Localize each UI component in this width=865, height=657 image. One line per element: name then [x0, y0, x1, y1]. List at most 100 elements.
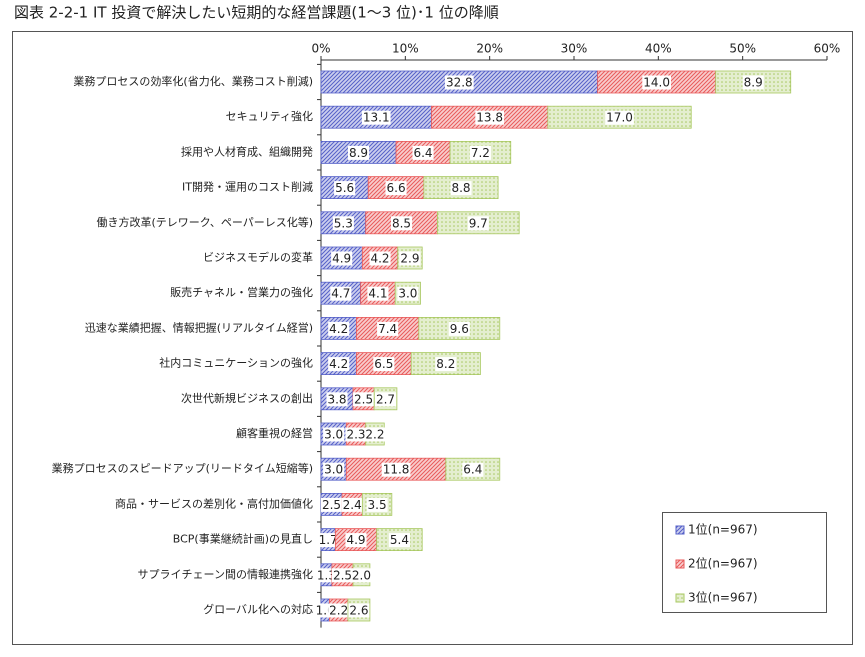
value-label-bg [435, 357, 457, 372]
legend-label: 3位(n=967) [688, 590, 758, 605]
category-label: 迅速な業績把握、情報把握(リアルタイム経営) [85, 320, 313, 334]
legend-swatch [675, 559, 685, 569]
value-label: 8.9 [349, 146, 368, 160]
value-label-bg [385, 181, 407, 196]
value-label-bg [341, 497, 363, 512]
value-label: 3.8 [327, 392, 346, 406]
category-label: サプライチェーン間の情報連携強化 [138, 567, 313, 581]
value-label: 4.7 [331, 287, 350, 301]
value-label: 8.8 [451, 181, 470, 195]
value-label: 2.4 [343, 498, 362, 512]
legend-swatch [675, 593, 685, 603]
value-label-bg [328, 357, 350, 372]
value-label-bg [377, 321, 399, 336]
value-label: 5.4 [390, 533, 409, 547]
value-label: 2.5 [333, 568, 352, 582]
value-label: 2.6 [349, 604, 368, 618]
value-label: 4.1 [368, 287, 387, 301]
value-label-bg [332, 216, 354, 231]
value-label: 14.0 [643, 76, 670, 90]
legend-box [662, 512, 827, 613]
value-label: 7.4 [378, 322, 397, 336]
category-label: 業務プロセスの効率化(省力化、業務コスト削減) [73, 74, 313, 88]
value-label-bg [328, 603, 350, 618]
value-label: 13.8 [476, 111, 503, 125]
x-tick-label: 0% [311, 42, 330, 56]
value-label: 2.5 [354, 392, 373, 406]
value-label-bg [361, 110, 391, 125]
value-label-bg [397, 286, 419, 301]
legend-swatch [675, 525, 685, 535]
value-label: 4.2 [329, 357, 348, 371]
category-label: 社内コミュニケーションの強化 [159, 356, 313, 370]
category-label: 販売チャネル・営業力の強化 [170, 285, 313, 299]
value-label: 5.6 [335, 181, 354, 195]
value-label-bg [334, 181, 356, 196]
category-label: BCP(事業継続計画)の見直し [173, 532, 313, 546]
category-label: 商品・サービスの差別化・高付加価値化 [115, 496, 313, 510]
value-label-bg [326, 392, 348, 407]
value-label: 1.3 [317, 568, 336, 582]
value-label: 2.2 [365, 428, 384, 442]
category-label: 業務プロセスのスピードアップ(リードタイム短縮等) [52, 461, 313, 475]
value-label: 2.7 [376, 392, 395, 406]
value-label: 17.0 [606, 111, 633, 125]
value-label-bg [605, 110, 634, 125]
value-label: 5.3 [334, 216, 353, 230]
value-label: 6.6 [387, 181, 406, 195]
value-label-bg [345, 533, 367, 548]
value-label-bg [475, 110, 505, 125]
value-label: 2.5 [322, 498, 341, 512]
value-label: 3.0 [398, 287, 417, 301]
value-label-bg [742, 75, 764, 90]
value-label-bg [462, 462, 484, 477]
value-label-bg [450, 181, 472, 196]
category-label: ビジネスモデルの変革 [203, 250, 313, 264]
value-label-bg [467, 216, 489, 231]
value-label-bg [381, 462, 411, 477]
value-label: 1.7 [319, 533, 338, 547]
value-label: 8.5 [392, 216, 411, 230]
value-label-bg [469, 145, 491, 160]
value-label-bg [444, 75, 474, 90]
value-label-bg [348, 603, 370, 618]
chart-title: 図表 2-2-1 IT 投資で解決したい短期的な経営課題(1～3 位)･1 位の… [14, 4, 499, 22]
value-label: 2.3 [346, 428, 365, 442]
category-label: 顧客重視の経営 [236, 426, 313, 440]
category-label: 働き方改革(テレワーク、ペーパーレス化等) [97, 215, 313, 229]
value-label: 4.2 [370, 252, 389, 266]
value-label: 3.5 [368, 498, 387, 512]
value-label-bg [320, 497, 343, 512]
value-label: 2.0 [352, 568, 371, 582]
value-label: 11.8 [383, 463, 410, 477]
category-label: 採用や人材育成、組織開発 [181, 144, 313, 158]
value-label-bg [364, 427, 386, 442]
value-label-bg [330, 286, 352, 301]
value-label: 4.9 [332, 252, 351, 266]
value-label-bg [367, 286, 389, 301]
value-label: 8.9 [744, 76, 763, 90]
value-label: 13.1 [363, 111, 390, 125]
x-tick-label: 50% [729, 42, 756, 56]
x-tick-label: 40% [645, 42, 672, 56]
category-label: グローバル化への対応 [203, 602, 313, 616]
value-label-bg [390, 216, 413, 231]
value-label-bg [345, 427, 367, 442]
value-label: 4.9 [346, 533, 365, 547]
value-label-bg [323, 427, 345, 442]
category-label: 次世代新規ビジネスの創出 [181, 391, 313, 405]
value-label: 9.6 [450, 322, 469, 336]
x-tick-label: 30% [561, 42, 588, 56]
x-tick-label: 10% [392, 42, 419, 56]
value-label: 6.4 [413, 146, 432, 160]
value-label: 6.4 [463, 463, 482, 477]
value-label-bg [448, 321, 470, 336]
value-label: 3.0 [324, 428, 343, 442]
value-label-bg [350, 568, 373, 583]
value-label-bg [347, 145, 370, 160]
value-label: 8.2 [436, 357, 455, 371]
value-label-bg [374, 392, 397, 407]
value-label: 7.2 [471, 146, 490, 160]
